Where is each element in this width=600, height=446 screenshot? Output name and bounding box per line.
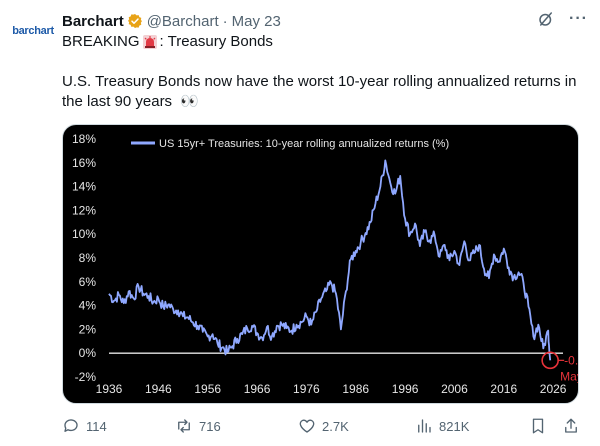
y-tick-label: 8% <box>79 251 97 265</box>
x-tick-label: 1976 <box>293 382 320 396</box>
y-tick-label: 6% <box>79 275 97 289</box>
siren-emoji-icon <box>142 34 157 49</box>
more-options-icon[interactable]: ··· <box>569 10 588 27</box>
headline-suffix: : Treasury Bonds <box>159 33 273 50</box>
y-tick-label: 0% <box>79 346 97 360</box>
tweet-headline: BREAKING : Treasury Bonds <box>62 33 273 50</box>
series-line <box>108 159 552 361</box>
view-count: 821K <box>439 418 470 434</box>
y-tick-label: 16% <box>72 156 96 170</box>
y-tick-label: 12% <box>72 203 96 217</box>
latest-date-label: May'25 <box>560 369 579 383</box>
heart-icon <box>299 419 315 433</box>
y-tick-label: 2% <box>79 322 97 336</box>
x-tick-label: 1966 <box>244 382 271 396</box>
reply-count: 114 <box>86 418 107 434</box>
x-axis-ticks: 1936 1946 1956 1966 1976 1986 1996 2006 2016 2026 <box>96 382 567 396</box>
avatar[interactable]: barchart <box>12 10 54 52</box>
chart-image[interactable]: 18% 16% 14% 12% 10% 8% 6% 4% 2% 0% -2% 1936 1946 195… <box>62 124 579 404</box>
x-tick-label: 1946 <box>145 382 172 396</box>
legend-label: US 15yr+ Treasuries: 10-year rolling ann… <box>159 138 449 150</box>
retweet-icon <box>178 419 190 433</box>
y-tick-label: 14% <box>72 180 96 194</box>
reply-button[interactable]: 114 <box>62 417 107 435</box>
y-tick-label: 10% <box>72 227 96 241</box>
tweet-body: U.S. Treasury Bonds now have the worst 1… <box>62 72 582 112</box>
views-button[interactable]: 821K <box>415 417 469 435</box>
author-name[interactable]: Barchart <box>62 12 124 30</box>
eyes-emoji: 👀 <box>180 93 199 111</box>
verified-badge-icon <box>127 14 142 28</box>
legend: US 15yr+ Treasuries: 10-year rolling ann… <box>131 138 449 150</box>
tweet-body-text: U.S. Treasury Bonds now have the worst 1… <box>62 73 577 110</box>
barchart-logo: barchart <box>12 25 54 37</box>
y-axis-ticks: 18% 16% 14% 12% 10% 8% 6% 4% 2% 0% -2% <box>72 132 96 384</box>
y-tick-label: 4% <box>79 299 97 313</box>
grok-icon[interactable] <box>537 10 555 28</box>
x-tick-label: 1956 <box>194 382 221 396</box>
share-icon <box>565 418 577 433</box>
tweet-actions: 114 716 2.7K 821K <box>62 416 580 436</box>
tweet-date[interactable]: May 23 <box>231 12 281 30</box>
retweet-count: 716 <box>199 418 221 434</box>
x-tick-label: 2026 <box>540 382 567 396</box>
latest-value-annotation: -0.6% May'25 <box>541 351 579 383</box>
tweet-header: Barchart @Barchart · May 23 ··· <box>62 10 588 32</box>
x-tick-label: 1996 <box>392 382 419 396</box>
bookmark-button[interactable] <box>529 417 553 435</box>
latest-value-label: -0.6% <box>564 353 579 367</box>
author-handle[interactable]: @Barchart <box>146 12 219 30</box>
returns-line-chart: 18% 16% 14% 12% 10% 8% 6% 4% 2% 0% -2% 1936 1946 195… <box>72 132 579 396</box>
retweet-button[interactable]: 716 <box>175 417 221 435</box>
like-count: 2.7K <box>322 418 349 434</box>
analytics-icon <box>418 419 431 433</box>
headline-prefix: BREAKING <box>62 33 140 50</box>
bookmark-icon <box>532 418 544 434</box>
reply-icon <box>64 419 78 432</box>
header-actions: ··· <box>537 10 588 28</box>
header-separator: · <box>222 12 228 30</box>
y-tick-label: -2% <box>75 370 97 384</box>
share-button[interactable] <box>562 417 586 435</box>
x-tick-label: 1986 <box>342 382 369 396</box>
y-tick-label: 18% <box>72 132 96 146</box>
like-button[interactable]: 2.7K <box>298 417 349 435</box>
x-tick-label: 2016 <box>490 382 517 396</box>
x-tick-label: 1936 <box>96 382 123 396</box>
x-tick-label: 2006 <box>441 382 468 396</box>
